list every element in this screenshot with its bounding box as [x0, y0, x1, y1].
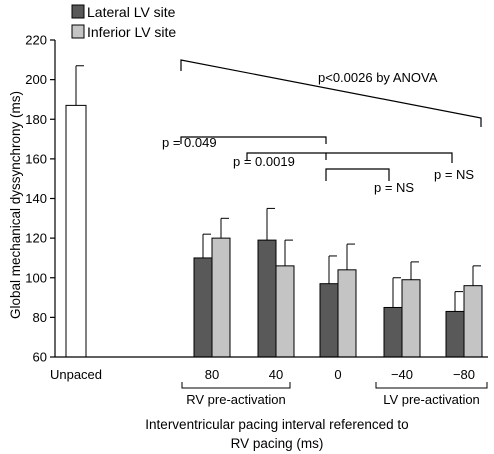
bar-lateral-4 [445, 310, 465, 358]
legend-swatch-lateral [71, 4, 85, 19]
bracket-p049 [180, 136, 327, 144]
legend-label-lateral: Lateral LV site [87, 4, 176, 20]
bracket-p0019 [246, 152, 327, 160]
y-tick-label: 200 [25, 72, 47, 87]
y-tick-label: 160 [25, 151, 47, 166]
y-tick-label: 220 [25, 33, 47, 48]
bar-inferior-3 [401, 279, 421, 358]
group-label: RV pre-activation [186, 392, 285, 407]
x-tick-label: −80 [453, 367, 475, 382]
anova-trend-line [180, 59, 482, 127]
annotation-p0019: p = 0.0019 [233, 154, 295, 169]
x-tick-label-unpaced: Unpaced [50, 367, 102, 382]
y-tick-label: 180 [25, 112, 47, 127]
annotation-p049: p = 0.049 [162, 135, 217, 150]
bar-inferior-4 [463, 285, 483, 358]
group-bracket [375, 382, 488, 389]
x-axis: Unpaced 80 40 0 −40 −80 RV pre-activation LV pr… [50, 356, 488, 407]
y-tick-label: 120 [25, 231, 47, 246]
x-axis-title-line-2: RV pacing (ms) [231, 436, 324, 451]
y-axis-title: Global mechanical dyssynchrony (ms) [8, 91, 23, 319]
y-axis: 60 80 100 120 140 160 180 200 220 [25, 33, 56, 365]
bar-lateral-3 [383, 306, 403, 358]
bracket-ns-minus80 [326, 152, 453, 163]
bar-unpaced [65, 104, 87, 358]
annotations: p<0.0026 by ANOVA p = 0.049 p = 0.0019 p = … [162, 59, 482, 195]
annotation-ns-minus80: p = NS [434, 167, 474, 182]
x-tick-label: −40 [391, 367, 413, 382]
y-tick-label: 100 [25, 270, 47, 285]
bars [65, 65, 483, 358]
bracket-ns-minus40 [325, 168, 390, 181]
x-tick-label: 40 [269, 367, 283, 382]
bar-lateral-0 [193, 257, 213, 358]
y-tick-label: 80 [33, 310, 47, 325]
bar-lateral-2 [319, 283, 339, 358]
bar-lateral-1 [257, 239, 277, 358]
annotation-anova: p<0.0026 by ANOVA [318, 70, 438, 85]
legend: Lateral LV site Inferior LV site [71, 4, 176, 40]
y-tick-label: 140 [25, 191, 47, 206]
legend-swatch-inferior [71, 24, 85, 39]
bar-inferior-2 [337, 269, 357, 358]
y-tick-label: 60 [33, 350, 47, 365]
x-tick-label: 80 [205, 367, 219, 382]
legend-label-inferior: Inferior LV site [87, 24, 176, 40]
group-label: LV pre-activation [383, 392, 480, 407]
annotation-ns-minus40: p = NS [374, 180, 414, 195]
group-bracket [181, 382, 291, 389]
x-axis-title-line-1: Interventricular pacing interval referen… [145, 417, 408, 432]
x-tick-label: 0 [334, 367, 341, 382]
bar-inferior-1 [275, 265, 295, 358]
bar-inferior-0 [211, 237, 231, 358]
